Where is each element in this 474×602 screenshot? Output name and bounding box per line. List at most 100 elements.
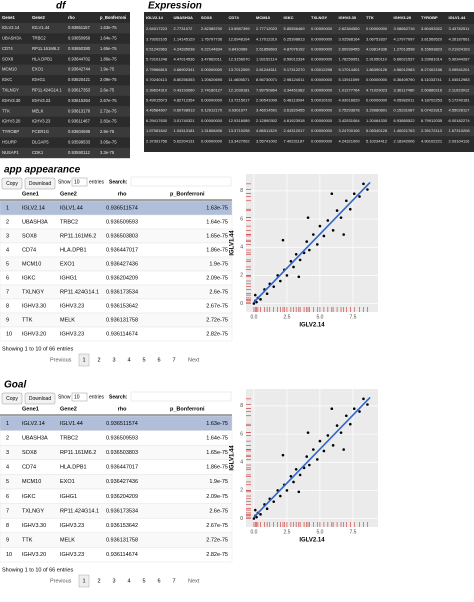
- search-input[interactable]: [130, 391, 232, 402]
- previous-button[interactable]: Previous: [50, 578, 72, 584]
- previous-button[interactable]: Previous: [50, 357, 72, 363]
- expression-cell: 4.86511329: [256, 128, 278, 133]
- expression-cell: 2.91050110: [366, 57, 388, 62]
- point: [306, 431, 310, 434]
- expression-cell: 3.81569520: [421, 36, 443, 41]
- expression-cell: 6.07423315: [421, 108, 443, 113]
- point: [265, 292, 269, 295]
- point: [318, 224, 322, 228]
- expression-cell: 12.9316089: [229, 118, 251, 123]
- expression-cell: 3.79202105: [146, 36, 168, 41]
- expression-cell: 13.9587399: [229, 26, 251, 31]
- cell: 7: [6, 289, 9, 295]
- point: [292, 480, 295, 484]
- length-select[interactable]: [71, 392, 88, 402]
- cell: 2: [6, 219, 9, 225]
- cell: RP11.424G14.1: [60, 289, 99, 295]
- expression-cell: 4.71029023: [366, 87, 388, 92]
- download-button[interactable]: [24, 392, 56, 405]
- search-input[interactable]: [130, 176, 232, 187]
- cell: TXLNGY: [22, 508, 44, 514]
- page-button[interactable]: 2: [97, 357, 100, 363]
- column-header[interactable]: Gene1: [22, 406, 39, 412]
- expression-cell: 3.43782511: [449, 26, 471, 31]
- df-header: p_Bonferroni: [100, 15, 126, 20]
- page-button[interactable]: 4: [127, 578, 130, 584]
- copy-button[interactable]: [1, 392, 23, 405]
- search-label: Search:: [109, 179, 128, 185]
- expression-cell: 13.3427002: [229, 138, 251, 143]
- page-button[interactable]: 1: [82, 578, 85, 584]
- x-tick-label: 2.5: [283, 529, 290, 535]
- y-tick-label: 2: [240, 488, 243, 494]
- column-header[interactable]: Gene2: [60, 191, 77, 197]
- cell: RP11.424G14.1: [60, 508, 99, 514]
- y-tick-label: 8: [240, 403, 243, 409]
- expression-cell: 2.64017223: [146, 26, 168, 31]
- page-button[interactable]: 7: [172, 578, 175, 584]
- column-header[interactable]: rho: [118, 191, 128, 197]
- column-header[interactable]: p_Bonferroni: [170, 191, 205, 197]
- page-button[interactable]: 1: [82, 357, 85, 363]
- page-button[interactable]: 4: [127, 357, 130, 363]
- next-button[interactable]: Next: [188, 578, 200, 584]
- cell: IGKC: [22, 494, 35, 500]
- page-button[interactable]: 7: [172, 357, 175, 363]
- cell: 2.67e-75: [206, 303, 228, 309]
- expression-cell: 0.60798913: [174, 108, 196, 113]
- expression-cell: 0.00000000: [311, 87, 333, 92]
- length-select[interactable]: [71, 177, 88, 187]
- df-cell: IGHV3.30: [2, 98, 21, 103]
- expression-row-bg: [144, 105, 474, 116]
- expression-cell: 6.36409790: [394, 77, 416, 82]
- page-button[interactable]: 5: [142, 578, 145, 584]
- df-row-bg: [0, 85, 130, 96]
- point: [335, 424, 339, 427]
- column-header[interactable]: Gene1: [22, 191, 39, 197]
- expression-cell: 0.12912170: [201, 108, 223, 113]
- expression-cell: 6.29417630: [146, 118, 168, 123]
- column-header[interactable]: rho: [118, 406, 128, 412]
- point: [326, 434, 330, 437]
- page-button[interactable]: 6: [157, 357, 160, 363]
- point: [305, 240, 309, 243]
- df-cell: 0.93590112: [68, 150, 90, 155]
- page-button[interactable]: 3: [112, 578, 115, 584]
- df-cell: TYROBP: [2, 129, 19, 134]
- y-tick-label: 0: [240, 301, 243, 307]
- point: [294, 467, 298, 471]
- page-button[interactable]: 2: [97, 578, 100, 584]
- row-bg[interactable]: [0, 326, 233, 342]
- row-bg[interactable]: [0, 547, 233, 563]
- copy-button-label: Copy: [6, 396, 18, 402]
- df-cell: 0.93620421: [68, 77, 91, 82]
- expression-cell: 4.24321009: [339, 138, 361, 143]
- cell: 8: [6, 523, 9, 529]
- expression-cell: 0.00000000: [311, 46, 333, 51]
- expression-cell: 4.93016629: [339, 97, 361, 102]
- point: [298, 473, 302, 477]
- expression-cell: 3.09541201: [449, 67, 471, 72]
- page-button[interactable]: 3: [112, 357, 115, 363]
- page-button[interactable]: 6: [157, 578, 160, 584]
- column-header[interactable]: p_Bonferroni: [170, 406, 205, 412]
- y-tick-label: 6: [240, 431, 243, 437]
- page-button[interactable]: 5: [142, 357, 145, 363]
- expression-cell: 1.78259951: [339, 57, 361, 62]
- next-button[interactable]: Next: [188, 357, 200, 363]
- expression-cell: 0.15231087: [394, 108, 416, 113]
- download-button[interactable]: [24, 177, 56, 190]
- column-header[interactable]: Gene2: [60, 406, 77, 412]
- df-cell: 0.93642744: [68, 67, 91, 72]
- expression-cell: 1.31808406: [201, 128, 223, 133]
- point: [259, 513, 262, 516]
- copy-button[interactable]: [1, 177, 23, 190]
- df-cell: TRBC2: [32, 36, 46, 41]
- expression-cell: 4.66902341: [174, 67, 196, 72]
- cell: UBASH3A: [22, 219, 48, 225]
- cell: CD74: [22, 465, 36, 471]
- point: [289, 475, 293, 478]
- df-cell: 0.93613176: [68, 108, 91, 113]
- point: [352, 407, 356, 411]
- df-cell: TXLNGY: [2, 88, 19, 93]
